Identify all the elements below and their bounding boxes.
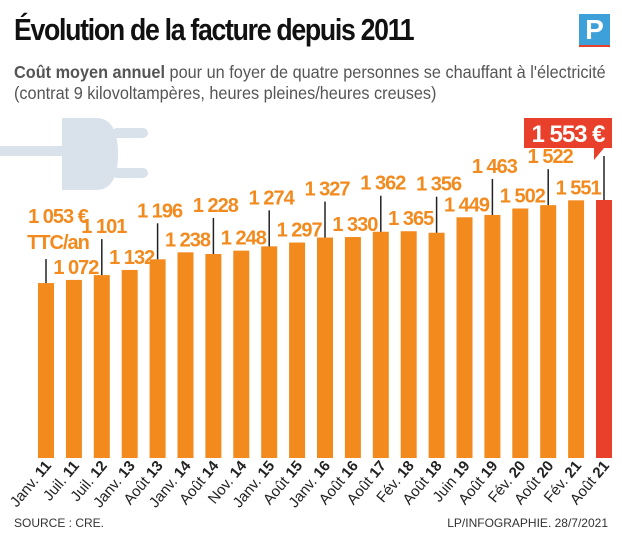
- bar: [38, 283, 54, 458]
- value-callout: [524, 118, 612, 160]
- data-label: 1 274: [249, 187, 296, 209]
- bar: [372, 231, 389, 458]
- bar: [289, 242, 306, 458]
- data-label: 1 101: [81, 216, 127, 238]
- data-label: 1 356: [416, 174, 462, 196]
- bar: [149, 259, 166, 458]
- data-label: 1 297: [277, 220, 323, 242]
- data-label: 1 238: [165, 229, 211, 251]
- data-label: 1 551: [556, 177, 602, 199]
- bar: [177, 252, 194, 458]
- data-label: 1 228: [193, 195, 239, 217]
- data-label: 1 132: [109, 247, 155, 269]
- bar: [596, 200, 612, 458]
- bar: [400, 231, 417, 458]
- le-parisien-logo: P: [579, 14, 610, 47]
- bar: [512, 208, 529, 458]
- data-label: 1 053 €: [28, 206, 89, 228]
- data-label: 1 522: [528, 146, 574, 168]
- bar: [65, 279, 82, 458]
- data-label: 1 362: [360, 173, 406, 195]
- bar: [261, 246, 278, 458]
- data-label: 1 553 €: [531, 121, 605, 148]
- data-label: 1 072: [53, 257, 99, 279]
- subtitle-bold: Coût moyen annuel: [14, 62, 166, 82]
- bar: [121, 269, 138, 458]
- data-label: 1 196: [137, 200, 183, 222]
- data-label: 1 248: [221, 228, 267, 250]
- bar: [428, 232, 445, 458]
- bar: [93, 275, 110, 458]
- bar: [484, 214, 501, 458]
- bar: [344, 237, 361, 458]
- chart-title: Évolution de la facture depuis 2011: [14, 12, 415, 47]
- data-label: 1 463: [472, 156, 518, 178]
- data-label: 1 330: [332, 214, 378, 236]
- bar: [568, 200, 585, 458]
- bar: [233, 250, 250, 458]
- credit-note: LP/INFOGRAPHIE. 28/7/2021: [447, 516, 608, 530]
- bar: [540, 205, 557, 458]
- unit-label: TTC/an: [27, 232, 89, 254]
- data-label: 1 327: [304, 179, 350, 201]
- bar: [317, 237, 333, 458]
- bar: [456, 217, 473, 458]
- electric-plug-icon: [0, 118, 148, 190]
- data-label: 1 365: [388, 208, 434, 230]
- subtitle-text: pour un foyer de quatre personnes se cha…: [14, 62, 606, 103]
- source-note: SOURCE : CRE.: [14, 516, 105, 530]
- chart-subtitle: Coût moyen annuel pour un foyer de quatr…: [14, 62, 609, 104]
- bar: [205, 253, 222, 458]
- data-label: 1 449: [444, 194, 490, 216]
- data-label: 1 502: [500, 185, 546, 207]
